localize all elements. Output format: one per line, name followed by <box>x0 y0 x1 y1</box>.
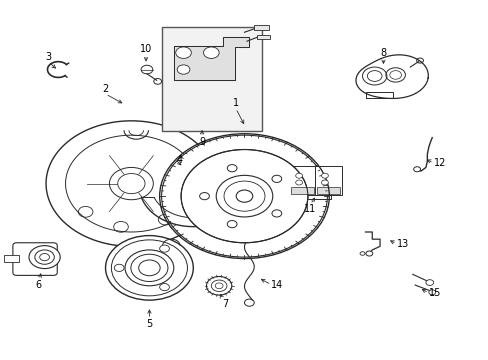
Text: 10: 10 <box>140 45 152 54</box>
Text: 11: 11 <box>304 204 316 215</box>
Circle shape <box>216 175 272 217</box>
Bar <box>316 187 339 194</box>
Circle shape <box>365 251 372 256</box>
FancyBboxPatch shape <box>289 166 315 195</box>
Text: 2: 2 <box>102 84 108 94</box>
Text: 3: 3 <box>45 51 51 62</box>
Circle shape <box>321 173 328 178</box>
Polygon shape <box>355 55 427 99</box>
FancyBboxPatch shape <box>13 243 57 275</box>
Circle shape <box>199 193 209 200</box>
Circle shape <box>359 252 364 255</box>
Circle shape <box>295 173 302 178</box>
Circle shape <box>271 175 281 183</box>
Circle shape <box>236 190 252 202</box>
Circle shape <box>227 221 237 228</box>
Text: 7: 7 <box>222 299 228 309</box>
Text: 1: 1 <box>232 98 238 108</box>
Text: 14: 14 <box>271 280 283 290</box>
Circle shape <box>159 245 169 252</box>
Bar <box>256 35 270 40</box>
FancyBboxPatch shape <box>315 166 341 195</box>
Circle shape <box>321 180 328 185</box>
Circle shape <box>161 135 327 257</box>
Text: 5: 5 <box>146 319 152 329</box>
Circle shape <box>227 165 237 172</box>
Circle shape <box>29 246 60 269</box>
Circle shape <box>141 65 153 74</box>
Circle shape <box>40 253 49 261</box>
Circle shape <box>271 210 281 217</box>
Circle shape <box>425 280 433 285</box>
Circle shape <box>295 180 302 185</box>
Text: 4: 4 <box>176 155 182 165</box>
Text: 15: 15 <box>428 288 440 298</box>
Circle shape <box>413 167 420 172</box>
Text: 12: 12 <box>433 158 445 168</box>
Circle shape <box>114 264 124 271</box>
Circle shape <box>428 290 435 295</box>
Circle shape <box>203 47 219 58</box>
Bar <box>290 187 314 194</box>
Text: 6: 6 <box>36 280 41 290</box>
Bar <box>4 255 19 262</box>
Text: 9: 9 <box>199 137 205 147</box>
Circle shape <box>159 284 169 291</box>
Bar <box>254 26 268 31</box>
Circle shape <box>177 65 189 74</box>
Bar <box>161 27 261 131</box>
Text: 8: 8 <box>380 48 386 58</box>
Circle shape <box>206 276 231 295</box>
Circle shape <box>125 250 173 286</box>
Text: 13: 13 <box>396 239 408 249</box>
Polygon shape <box>173 37 249 80</box>
Circle shape <box>181 149 307 243</box>
Circle shape <box>105 235 193 300</box>
Circle shape <box>175 47 191 58</box>
